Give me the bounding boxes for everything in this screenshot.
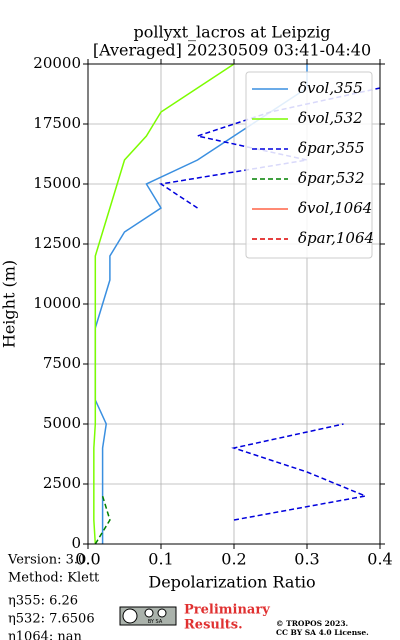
- legend-label: δpar,1064: [298, 229, 374, 247]
- cc-badge: BY SA: [119, 606, 177, 626]
- x-tick-label: 0.0: [75, 550, 100, 569]
- y-tick-label: 5000: [43, 414, 81, 432]
- y-tick-label: 7500: [43, 354, 81, 372]
- annotation: η1064: nan: [8, 630, 83, 640]
- profile-line: [231, 423, 369, 521]
- x-axis-label: Depolarization Ratio: [148, 573, 315, 592]
- chart-subtitle: [Averaged] 20230509 03:41-04:40: [93, 41, 371, 60]
- y-tick-label: 10000: [33, 294, 81, 312]
- y-tick-label: 12500: [33, 234, 81, 252]
- profile-line: [93, 63, 235, 545]
- legend-label: δvol,1064: [298, 199, 372, 217]
- y-tick-label: 2500: [43, 474, 81, 492]
- annotation: Method: Klett: [8, 571, 100, 586]
- legend-label: δvol,355: [298, 79, 363, 97]
- badge-text: BY SA: [148, 619, 163, 625]
- copyright-text: CC BY SA 4.0 License.: [276, 628, 369, 637]
- annotation: η355: 6.26: [8, 594, 78, 609]
- y-tick-label: 0: [71, 534, 81, 552]
- x-tick-label: 0.1: [148, 550, 173, 569]
- y-tick-label: 20000: [33, 54, 81, 72]
- profile-line: [158, 87, 381, 209]
- annotation: Version: 3.0: [7, 553, 86, 568]
- y-tick-label: 15000: [33, 174, 81, 192]
- preliminary-text: Preliminary: [184, 603, 270, 618]
- legend-label: δvol,532: [298, 109, 363, 127]
- profile-line: [94, 495, 111, 545]
- profile-line: [94, 64, 308, 544]
- x-tick-label: 0.3: [294, 550, 319, 569]
- legend-label: δpar,355: [298, 139, 365, 157]
- y-tick-label: 17500: [33, 114, 81, 132]
- annotation: η532: 7.6506: [8, 612, 95, 627]
- y-axis-label: Height (m): [0, 260, 19, 348]
- legend-label: δpar,532: [298, 169, 365, 187]
- x-tick-label: 0.4: [367, 550, 392, 569]
- plot-frame: [87, 63, 381, 545]
- copyright-text: © TROPOS 2023.: [276, 619, 348, 628]
- x-tick-label: 0.2: [221, 550, 246, 569]
- chart-title: pollyxt_lacros at Leipzig: [133, 23, 330, 42]
- preliminary-text: Results.: [184, 618, 243, 633]
